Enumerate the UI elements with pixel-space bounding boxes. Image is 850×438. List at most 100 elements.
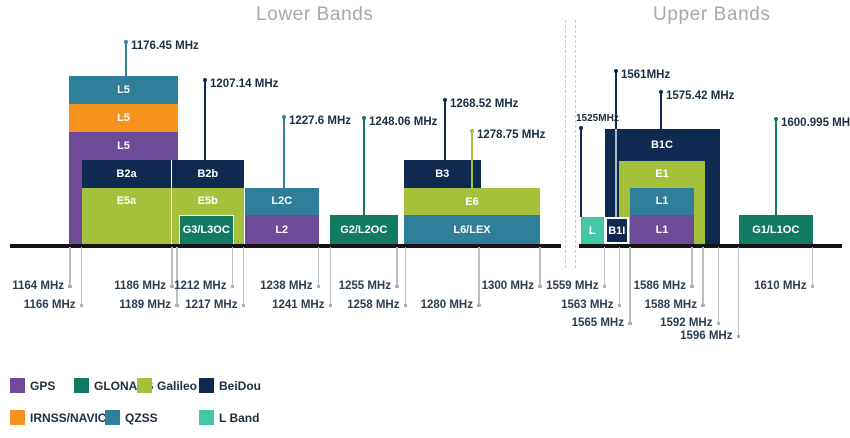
lower-frequency-axis bbox=[10, 244, 561, 248]
legend-label-irnss: IRNSS/NAVIC bbox=[30, 411, 107, 425]
bottom-marker-1255-mhz-line bbox=[396, 247, 398, 286]
band-label-g2-l2oc: G2/L2OC bbox=[340, 223, 388, 236]
bottom-marker-1596-mhz-dot bbox=[736, 334, 741, 338]
band-label-g1-l1oc: G1/L1OC bbox=[752, 223, 800, 236]
bottom-marker-1186-mhz-line bbox=[171, 247, 173, 286]
bottom-marker-1238-mhz-dot bbox=[316, 284, 321, 288]
top-marker-1561mhz-label: 1561MHz bbox=[621, 69, 671, 81]
bottom-marker-1186-mhz-dot bbox=[170, 284, 174, 288]
bottom-marker-1258-mhz-dot bbox=[403, 303, 408, 307]
bottom-marker-1563-mhz-label: 1563 MHz bbox=[561, 299, 614, 311]
top-marker-1227-6-mhz-line bbox=[283, 117, 285, 188]
bottom-marker-1280-mhz-line bbox=[478, 247, 480, 305]
band-label-l1: L1 bbox=[655, 223, 669, 236]
bottom-marker-1164-mhz-line bbox=[69, 247, 71, 286]
bottom-marker-1280-mhz-dot bbox=[477, 303, 481, 307]
bottom-marker-1565-mhz-dot bbox=[628, 321, 632, 325]
bottom-marker-1164-mhz-label: 1164 MHz bbox=[12, 280, 64, 292]
bottom-marker-1596-mhz-label: 1596 MHz bbox=[680, 330, 733, 342]
band-label-e5a: E5a bbox=[116, 195, 137, 208]
top-marker-1575-42-mhz-label: 1575.42 MHz bbox=[666, 90, 735, 102]
bottom-marker-1592-mhz-label: 1592 MHz bbox=[660, 317, 713, 329]
top-marker-1278-75-mhz-line bbox=[471, 131, 473, 188]
band-e6-galileo: E6 bbox=[404, 188, 540, 215]
band-l6-lex-qzss: L6/LEX bbox=[404, 215, 540, 244]
bottom-marker-1212-mhz-line bbox=[231, 247, 234, 286]
bottom-marker-1300-mhz-label: 1300 MHz bbox=[481, 280, 534, 292]
top-marker-1575-42-mhz-dot bbox=[659, 90, 663, 94]
top-marker-1207-14-mhz-label: 1207.14 MHz bbox=[210, 78, 279, 90]
bottom-marker-1241-mhz-dot bbox=[328, 303, 333, 307]
band-label-e1: E1 bbox=[655, 168, 669, 180]
bottom-marker-1596-mhz-line bbox=[737, 247, 740, 336]
band-label-g3-l3oc: G3/L3OC bbox=[182, 223, 230, 236]
bottom-marker-1217-mhz-label: 1217 MHz bbox=[185, 299, 238, 311]
bottom-marker-1610-mhz-label: 1610 MHz bbox=[754, 280, 807, 292]
top-marker-1278-75-mhz-label: 1278.75 MHz bbox=[477, 129, 546, 141]
bottom-marker-1241-mhz-line bbox=[329, 247, 332, 305]
bottom-marker-1212-mhz-label: 1212 MHz bbox=[174, 280, 227, 292]
bottom-marker-1586-mhz-label: 1586 MHz bbox=[633, 280, 686, 292]
separator-dashed-line-1 bbox=[564, 20, 566, 268]
band-label-l5: L5 bbox=[117, 140, 130, 152]
band-label-l2c: L2C bbox=[271, 195, 293, 208]
band-l2c-qzss: L2C bbox=[245, 187, 319, 215]
upper-frequency-axis bbox=[579, 244, 842, 248]
band-b1i-beidou: B1I bbox=[605, 217, 629, 244]
bottom-marker-1563-mhz-dot bbox=[617, 303, 622, 307]
top-marker-1278-75-mhz-dot bbox=[470, 129, 474, 133]
top-marker-1600-995-mhz-line bbox=[775, 119, 777, 215]
bottom-marker-1238-mhz-line bbox=[317, 247, 320, 286]
band-l5-irnss: L5 bbox=[69, 103, 178, 132]
legend-label-beidou: BeiDou bbox=[219, 379, 261, 393]
top-marker-1561mhz-line-inner bbox=[615, 129, 617, 217]
bottom-marker-1610-mhz-line bbox=[811, 247, 814, 286]
band-g1-l1oc-glonass: G1/L1OC bbox=[739, 215, 813, 244]
bottom-marker-1300-mhz-dot bbox=[538, 284, 542, 288]
bottom-marker-1300-mhz-line bbox=[539, 247, 541, 286]
lower-bands-title: Lower Bands bbox=[256, 4, 374, 25]
bottom-marker-1255-mhz-dot bbox=[395, 284, 399, 288]
band-label-e5b: E5b bbox=[197, 195, 218, 208]
bottom-marker-1189-mhz-dot bbox=[175, 303, 179, 307]
bottom-marker-1586-mhz-dot bbox=[690, 284, 694, 288]
top-marker-1248-06-mhz-line bbox=[363, 118, 365, 215]
bottom-marker-1586-mhz-line bbox=[691, 247, 693, 286]
bottom-marker-1241-mhz-label: 1241 MHz bbox=[272, 299, 325, 311]
legend-swatch-qzss bbox=[105, 410, 120, 425]
top-marker-1248-06-mhz-dot bbox=[362, 116, 366, 120]
bottom-marker-1280-mhz-label: 1280 MHz bbox=[420, 299, 473, 311]
band-l2-gps: L2 bbox=[245, 215, 319, 244]
band-g2-l2oc-glonass: G2/L2OC bbox=[330, 215, 398, 244]
bottom-marker-1217-mhz-line bbox=[242, 247, 245, 305]
top-marker-1600-995-mhz-label: 1600.995 MHz bbox=[781, 117, 850, 129]
bottom-marker-1565-mhz-label: 1565 MHz bbox=[571, 317, 624, 329]
bottom-marker-1258-mhz-label: 1258 MHz bbox=[347, 299, 400, 311]
legend-label-gps: GPS bbox=[30, 379, 56, 393]
legend-label-lband: L Band bbox=[219, 411, 260, 425]
top-marker-1525mhz-label: 1525MHz bbox=[576, 113, 619, 124]
bottom-marker-1164-mhz-dot bbox=[68, 284, 72, 288]
legend-swatch-beidou bbox=[199, 378, 214, 393]
legend-swatch-gps bbox=[10, 378, 25, 393]
top-marker-1207-14-mhz-dot bbox=[203, 78, 207, 82]
top-marker-1561mhz-line bbox=[615, 71, 617, 129]
legend-swatch-glonass bbox=[74, 378, 89, 393]
band-label-l5: L5 bbox=[117, 83, 130, 96]
bottom-marker-1559-mhz-dot bbox=[602, 284, 607, 288]
bottom-marker-1189-mhz-label: 1189 MHz bbox=[119, 299, 171, 311]
bottom-marker-1258-mhz-line bbox=[404, 247, 407, 305]
top-marker-1207-14-mhz-line bbox=[204, 80, 206, 160]
band-label-l6-lex: L6/LEX bbox=[453, 223, 491, 236]
bottom-marker-1592-mhz-dot bbox=[716, 321, 721, 325]
band-b2b-beidou: B2b bbox=[171, 160, 244, 188]
upper-bands-title: Upper Bands bbox=[653, 4, 771, 25]
bottom-marker-1166-mhz-label: 1166 MHz bbox=[23, 299, 76, 311]
bottom-marker-1212-mhz-dot bbox=[230, 284, 235, 288]
legend-label-galileo: Galileo bbox=[157, 379, 198, 393]
band-label-b1i: B1I bbox=[608, 224, 626, 237]
bottom-marker-1592-mhz-line bbox=[717, 247, 720, 323]
top-marker-1600-995-mhz-dot bbox=[774, 117, 778, 121]
separator-dashed-line-2 bbox=[574, 20, 576, 268]
bottom-marker-1563-mhz-line bbox=[618, 247, 621, 305]
